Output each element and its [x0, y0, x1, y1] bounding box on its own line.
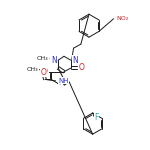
- Text: CH₃: CH₃: [27, 67, 38, 72]
- Text: N: N: [72, 56, 78, 65]
- Text: O: O: [42, 67, 48, 76]
- Text: NH: NH: [58, 78, 69, 84]
- Text: O: O: [78, 63, 84, 72]
- Text: CH₃: CH₃: [37, 56, 48, 61]
- Text: F: F: [94, 113, 99, 122]
- Text: O: O: [40, 68, 46, 76]
- Text: NO₂: NO₂: [116, 15, 128, 21]
- Text: N: N: [51, 56, 57, 65]
